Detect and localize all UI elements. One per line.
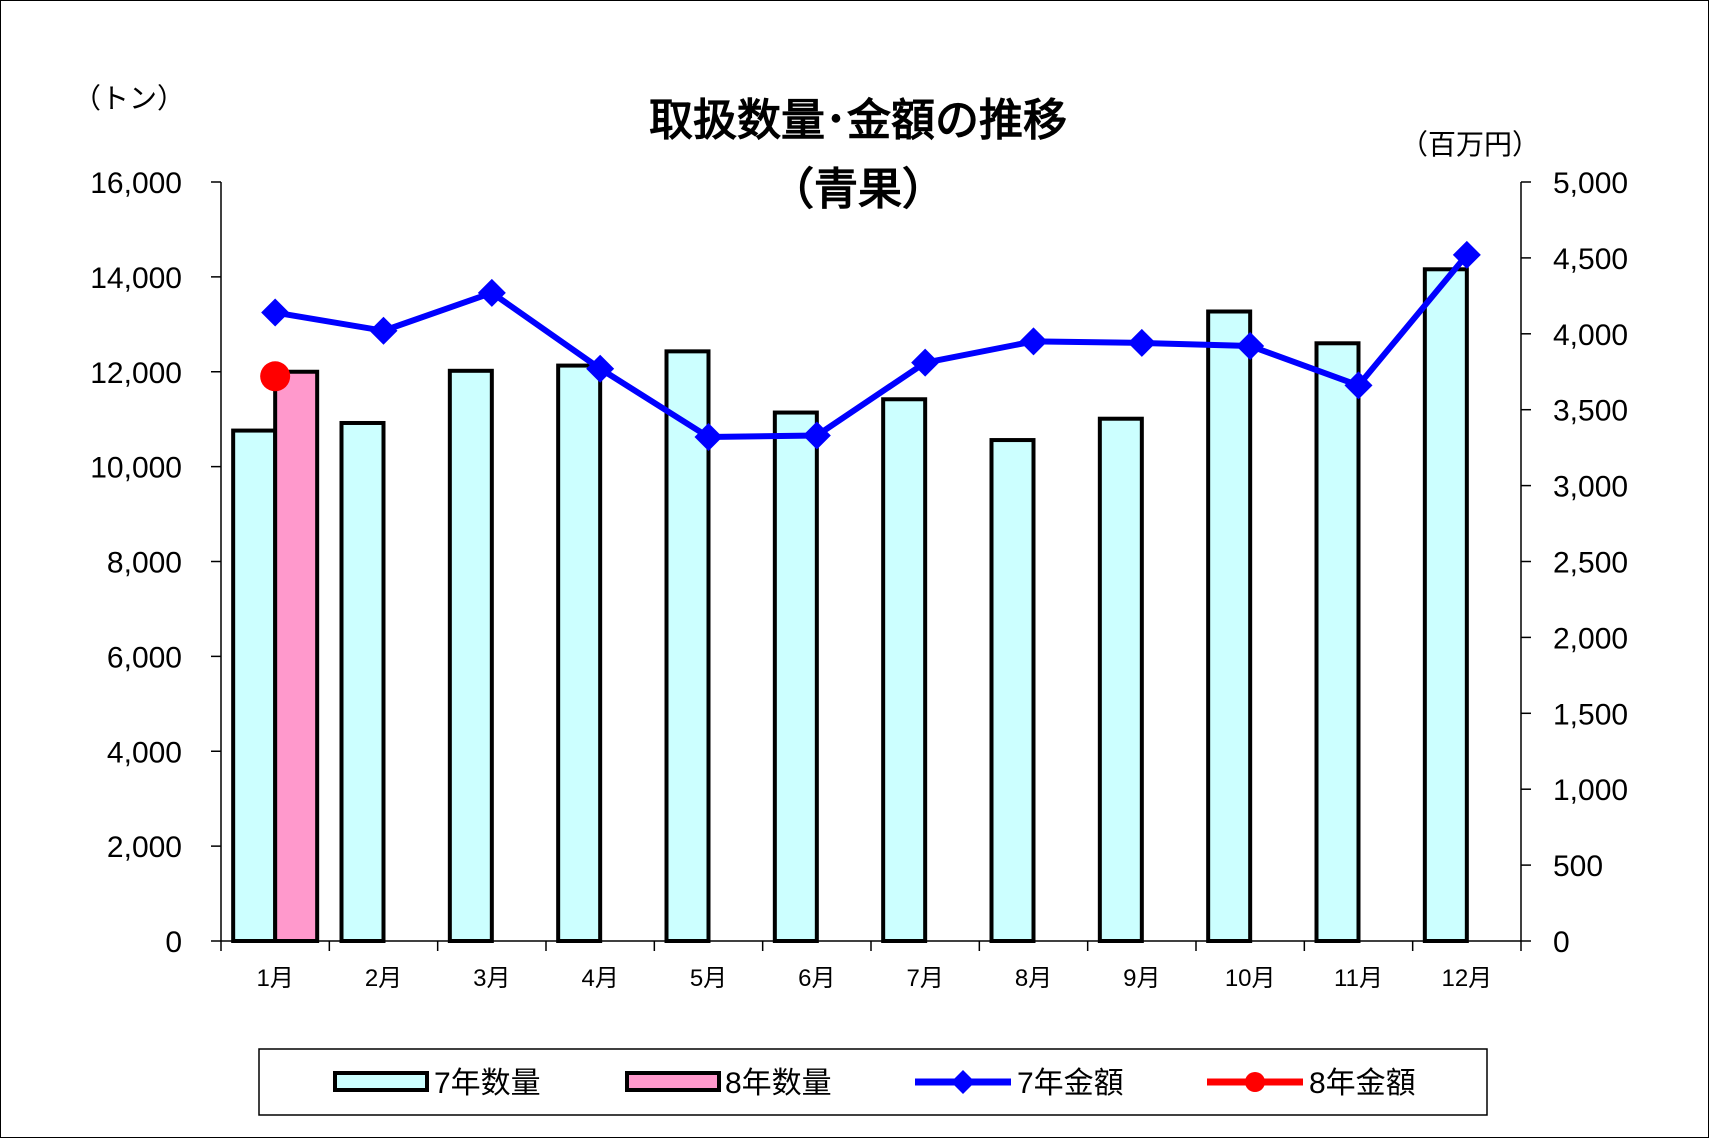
x-tick-label: 4月 — [581, 965, 618, 992]
x-tick-label: 8月 — [1015, 965, 1052, 992]
line-7nen-kingaku — [274, 252, 1470, 441]
bar-7nen-suryo-5 — [664, 349, 711, 943]
point-7nen-kingaku-12 — [1452, 240, 1481, 269]
y-right-tick-label: 2,500 — [1553, 547, 1628, 580]
x-tick-label: 1月 — [256, 965, 293, 992]
chart-subtitle: （青果） — [770, 165, 946, 214]
point-7nen-kingaku-4 — [586, 354, 615, 383]
chart-title: 取扱数量･金額の推移 — [649, 96, 1067, 145]
x-tick-label: 11月 — [1334, 965, 1383, 992]
bar-7nen-suryo-2 — [339, 420, 386, 944]
y-right-tick-label: 2,000 — [1553, 622, 1628, 655]
y-right-tick-label: 1,500 — [1553, 698, 1628, 731]
legend-label-7nen-suryo: 7年数量 — [434, 1067, 541, 1100]
y-left-tick-label: 14,000 — [90, 262, 182, 295]
y-right-tick-label: 0 — [1553, 926, 1570, 959]
bar-7nen-suryo-12 — [1422, 267, 1469, 944]
y-right-tick-label: 1,000 — [1553, 774, 1628, 807]
bar-7nen-suryo-9 — [1097, 416, 1144, 943]
plot-area: 0 2,000 4,000 6,000 8,000 10,000 12,000 14,000 1… — [90, 167, 1628, 992]
bar-7nen-suryo-10 — [1206, 309, 1253, 943]
point-7nen-kingaku-5 — [694, 423, 723, 452]
y-right-unit-label: （百万円） — [1400, 129, 1540, 160]
legend-swatch-8nen-suryo — [625, 1071, 721, 1092]
legend-label-8nen-suryo: 8年数量 — [725, 1067, 832, 1100]
legend-marker-8nen-kingaku — [1245, 1072, 1265, 1092]
legend-swatch-7nen-suryo — [333, 1071, 429, 1092]
point-7nen-kingaku-11 — [1344, 371, 1373, 400]
y-right-tick-label: 4,000 — [1553, 319, 1628, 352]
point-7nen-kingaku-3 — [477, 278, 506, 307]
bar-7nen-suryo-1 — [231, 428, 278, 943]
point-7nen-kingaku-9 — [1127, 328, 1156, 357]
point-7nen-kingaku-8 — [1019, 327, 1048, 356]
legend-label-8nen-kingaku: 8年金額 — [1309, 1067, 1416, 1100]
y-right-tick-label: 4,500 — [1553, 243, 1628, 276]
point-7nen-kingaku-10 — [1236, 331, 1265, 360]
point-7nen-kingaku-2 — [369, 316, 398, 345]
bar-8nen-suryo-1 — [273, 369, 320, 943]
x-tick-label: 12月 — [1441, 965, 1492, 992]
x-tick-label: 5月 — [690, 965, 727, 992]
y-left-tick-label: 4,000 — [107, 736, 182, 769]
y-right-tick-label: 3,000 — [1553, 471, 1628, 504]
y-left-tick-label: 2,000 — [107, 831, 182, 864]
legend: 7年数量 8年数量 7年金額 8年金額 — [258, 1048, 1488, 1116]
y-right-tick-label: 5,000 — [1553, 167, 1628, 200]
bar-7nen-suryo-7 — [881, 397, 928, 944]
y-left-tick-label: 6,000 — [107, 641, 182, 674]
point-8nen-kingaku-1 — [260, 361, 291, 392]
legend-label-7nen-kingaku: 7年金額 — [1017, 1067, 1124, 1100]
legend-marker-7nen-kingaku — [951, 1070, 975, 1094]
y-right-tick-label: 3,500 — [1553, 395, 1628, 428]
y-left-unit-label: （トン） — [73, 83, 185, 114]
x-tick-label: 7月 — [906, 965, 943, 992]
bar-7nen-suryo-8 — [989, 438, 1036, 943]
y-left-tick-label: 0 — [165, 926, 182, 959]
y-left-tick-label: 8,000 — [107, 547, 182, 580]
bar-7nen-suryo-6 — [772, 410, 819, 943]
point-7nen-kingaku-7 — [911, 348, 940, 377]
y-left-tick-label: 16,000 — [90, 167, 182, 200]
x-tick-label: 10月 — [1225, 965, 1276, 992]
y-left-tick-label: 12,000 — [90, 357, 182, 390]
x-tick-label: 3月 — [473, 965, 510, 992]
y-left-tick-label: 10,000 — [90, 452, 182, 485]
bar-7nen-suryo-3 — [447, 368, 494, 943]
bar-7nen-suryo-4 — [556, 363, 603, 943]
point-7nen-kingaku-1 — [261, 298, 290, 327]
x-tick-label: 9月 — [1123, 965, 1160, 992]
bar-7nen-suryo-11 — [1314, 341, 1361, 944]
x-tick-label: 6月 — [798, 965, 835, 992]
y-right-tick-label: 500 — [1553, 850, 1603, 883]
x-tick-label: 2月 — [365, 965, 402, 992]
point-7nen-kingaku-6 — [802, 421, 831, 450]
